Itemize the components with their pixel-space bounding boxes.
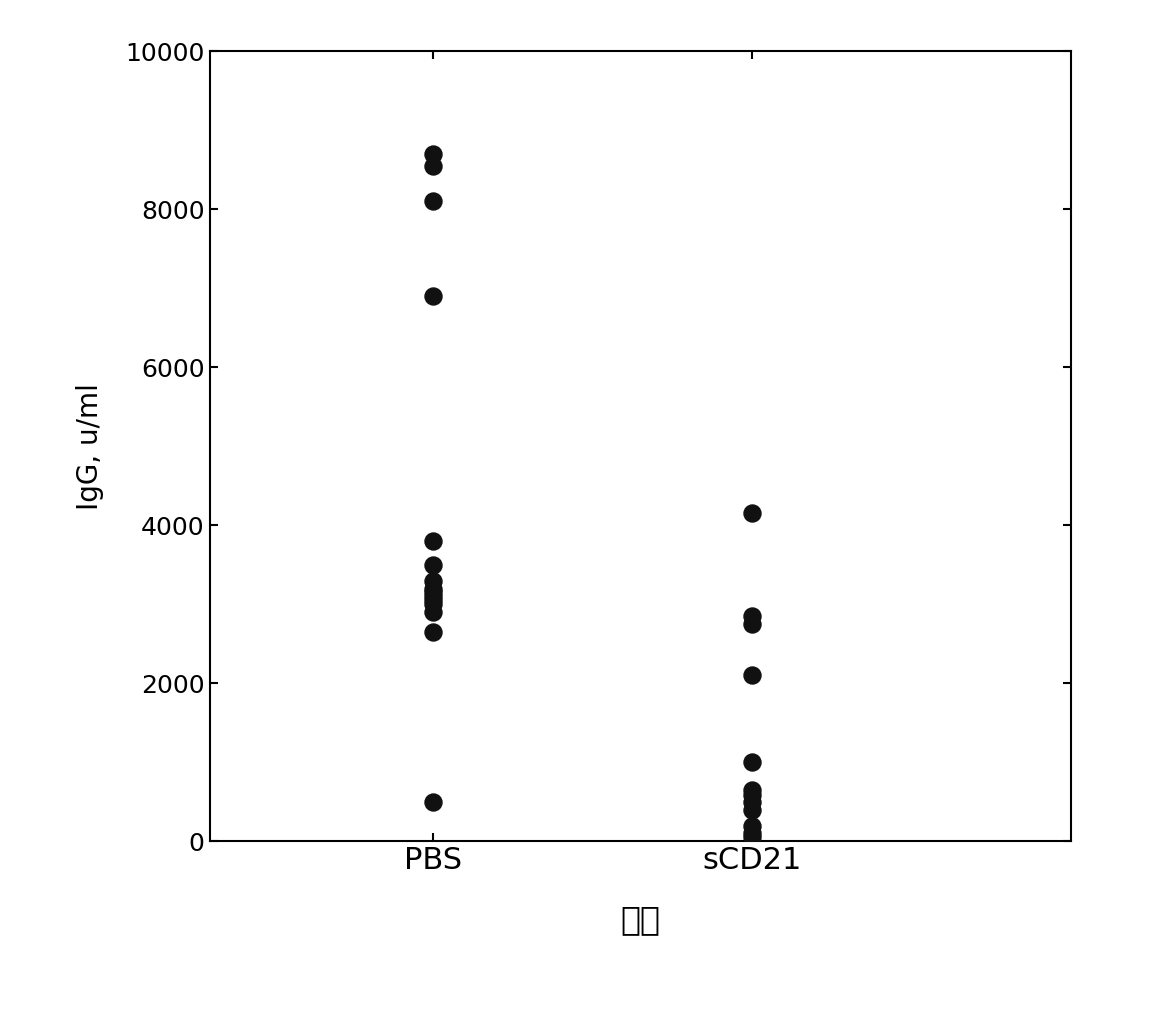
Point <box>743 667 761 683</box>
Point <box>743 505 761 521</box>
Point <box>743 616 761 632</box>
Point <box>424 596 442 613</box>
Point <box>424 584 442 600</box>
Point <box>743 829 761 845</box>
Point <box>424 556 442 573</box>
Point <box>424 588 442 604</box>
Point <box>424 158 442 174</box>
Point <box>424 193 442 209</box>
Point <box>424 581 442 597</box>
Y-axis label: IgG, u/ml: IgG, u/ml <box>77 383 105 510</box>
Point <box>424 573 442 589</box>
Point <box>424 794 442 811</box>
Point <box>424 146 442 162</box>
Point <box>743 787 761 803</box>
Point <box>743 794 761 811</box>
Point <box>424 624 442 640</box>
Point <box>743 608 761 625</box>
X-axis label: 处理: 处理 <box>620 903 660 936</box>
Point <box>424 288 442 305</box>
Point <box>743 782 761 798</box>
Point <box>424 604 442 621</box>
Point <box>743 825 761 841</box>
Point <box>743 818 761 834</box>
Point <box>743 801 761 818</box>
Point <box>424 532 442 549</box>
Point <box>743 754 761 771</box>
Point <box>424 592 442 608</box>
